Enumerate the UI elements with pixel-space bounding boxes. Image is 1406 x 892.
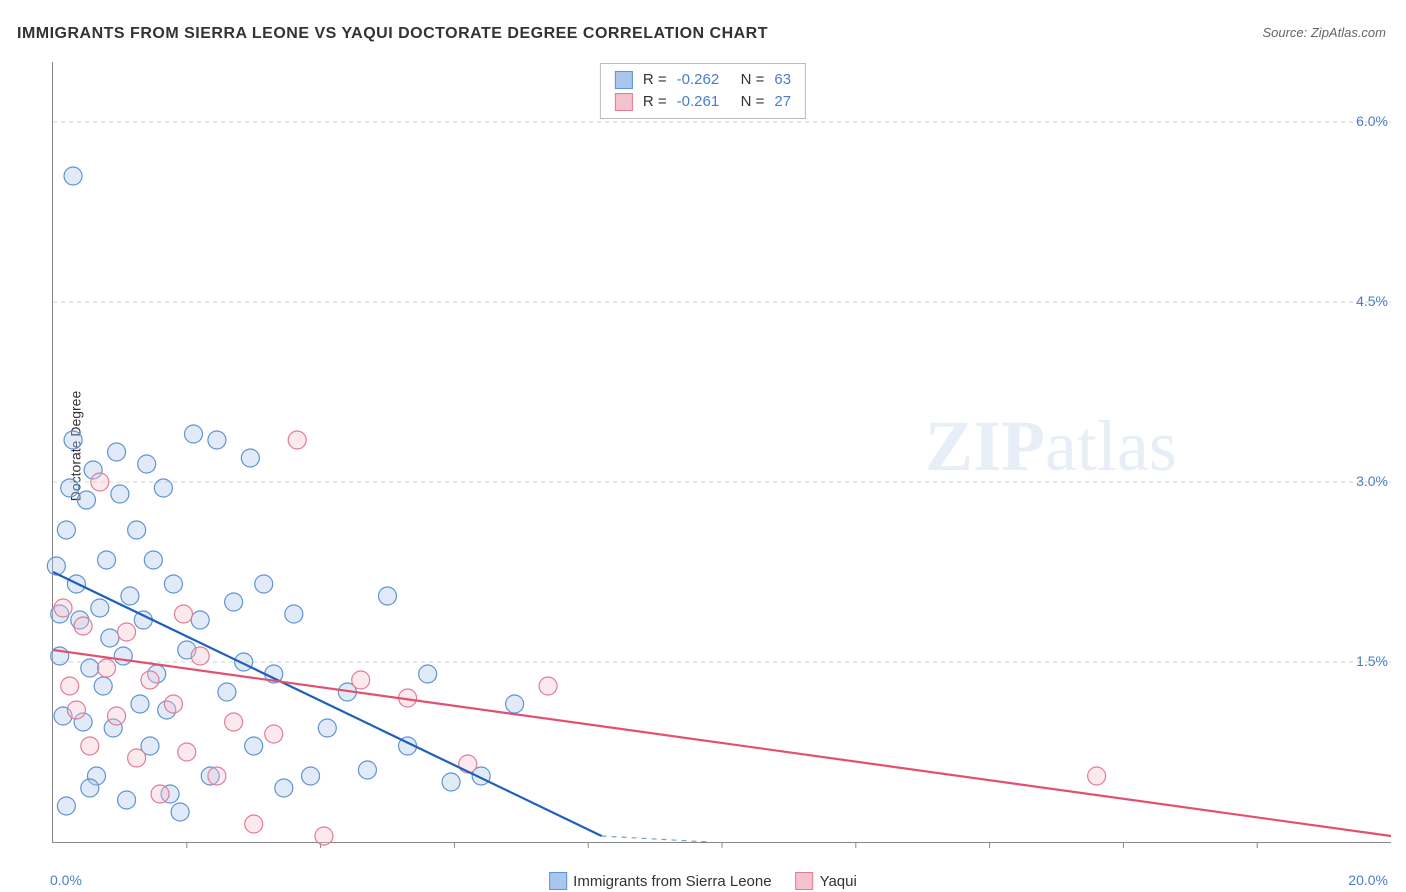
legend-swatch [615, 71, 633, 89]
legend-swatch [549, 872, 567, 890]
r-label: R = [643, 91, 667, 113]
y-tick-label: 4.5% [1356, 293, 1388, 309]
scatter-svg [53, 62, 1391, 842]
correlation-legend: R = -0.262 N = 63 R = -0.261 N = 27 [600, 63, 806, 119]
source-prefix: Source: [1262, 25, 1310, 40]
r-value: -0.261 [677, 91, 731, 113]
legend-swatch [615, 93, 633, 111]
x-axis-max-label: 20.0% [1348, 872, 1388, 888]
legend-row: R = -0.261 N = 27 [615, 91, 791, 113]
x-axis-min-label: 0.0% [50, 872, 82, 888]
chart-title: IMMIGRANTS FROM SIERRA LEONE VS YAQUI DO… [17, 25, 768, 43]
r-value: -0.262 [677, 69, 731, 91]
legend-item: Yaqui [796, 872, 857, 890]
n-value: 63 [774, 69, 791, 91]
y-tick-label: 1.5% [1356, 653, 1388, 669]
plot-area: ZIPatlas [52, 62, 1391, 843]
legend-row: R = -0.262 N = 63 [615, 69, 791, 91]
series-legend: Immigrants from Sierra Leone Yaqui [549, 872, 857, 890]
r-label: R = [643, 69, 667, 91]
y-tick-label: 6.0% [1356, 113, 1388, 129]
legend-label: Immigrants from Sierra Leone [573, 873, 771, 890]
legend-item: Immigrants from Sierra Leone [549, 872, 771, 890]
source-name: ZipAtlas.com [1311, 25, 1386, 40]
legend-swatch [796, 872, 814, 890]
n-value: 27 [774, 91, 791, 113]
n-label: N = [741, 69, 765, 91]
n-label: N = [741, 91, 765, 113]
source-attribution: Source: ZipAtlas.com [1262, 25, 1386, 40]
y-tick-label: 3.0% [1356, 473, 1388, 489]
legend-label: Yaqui [820, 873, 857, 890]
